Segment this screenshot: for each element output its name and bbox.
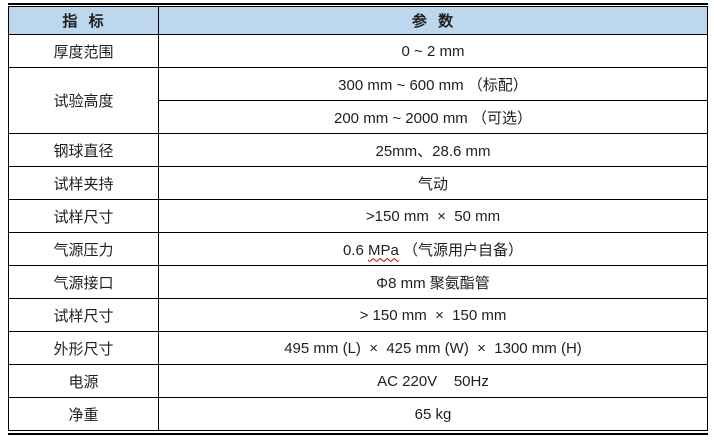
spec-table: 指 标 参 数 厚度范围 0 ~ 2 mm 试验高度 300 mm ~ 600 … (8, 6, 708, 431)
row-steel-ball-diameter: 钢球直径 25mm、28.6 mm (8, 133, 708, 167)
row-specimen-clamping: 试样夹持 气动 (8, 166, 708, 200)
row-value: 0 ~ 2 mm (158, 34, 708, 68)
pressure-note: （气源用户自备） (398, 241, 524, 259)
row-value: >150 mm × 50 mm (158, 199, 708, 233)
row-air-supply-connector: 气源接口 Φ8 mm 聚氨酯管 (8, 265, 708, 299)
row-label: 净重 (8, 397, 159, 431)
row-power-supply: 电源 AC 220V 50Hz (8, 364, 708, 398)
row-test-height: 试验高度 300 mm ~ 600 mm （标配） (8, 67, 708, 134)
pressure-unit-spellcheck: MPa (368, 241, 399, 259)
row-overall-dimensions: 外形尺寸 495 mm (L) × 425 mm (W) × 1300 mm (… (8, 331, 708, 365)
row-label: 气源压力 (8, 232, 159, 266)
row-value: 495 mm (L) × 425 mm (W) × 1300 mm (H) (158, 331, 708, 365)
row-label: 试验高度 (8, 67, 159, 134)
row-label: 试样夹持 (8, 166, 159, 200)
header-parameter: 参 数 (158, 6, 708, 35)
row-value-optional: 200 mm ~ 2000 mm （可选） (158, 100, 708, 134)
row-specimen-size: 试样尺寸 >150 mm × 50 mm (8, 199, 708, 233)
header-indicator: 指 标 (8, 6, 159, 35)
row-value: Φ8 mm 聚氨酯管 (158, 265, 708, 299)
row-value: 25mm、28.6 mm (158, 133, 708, 167)
row-value-standard: 300 mm ~ 600 mm （标配） (158, 67, 708, 101)
row-label: 电源 (8, 364, 159, 398)
row-net-weight: 净重 65 kg (8, 397, 708, 431)
spec-table-frame: 指 标 参 数 厚度范围 0 ~ 2 mm 试验高度 300 mm ~ 600 … (8, 3, 708, 435)
row-value: > 150 mm × 150 mm (158, 298, 708, 332)
row-label: 试样尺寸 (8, 298, 159, 332)
row-label: 试样尺寸 (8, 199, 159, 233)
row-test-height-optional: 200 mm ~ 2000 mm （可选） (9, 100, 708, 134)
row-value: 气动 (158, 166, 708, 200)
header-row: 指 标 参 数 (8, 6, 708, 35)
row-label: 气源接口 (8, 265, 159, 299)
row-label: 厚度范围 (8, 34, 159, 68)
row-label: 钢球直径 (8, 133, 159, 167)
row-label: 外形尺寸 (8, 331, 159, 365)
row-specimen-size-2: 试样尺寸 > 150 mm × 150 mm (8, 298, 708, 332)
row-value: 0.6 MPa （气源用户自备） (158, 232, 708, 266)
row-value: 65 kg (158, 397, 708, 431)
row-value: AC 220V 50Hz (158, 364, 708, 398)
row-thickness-range: 厚度范围 0 ~ 2 mm (8, 34, 708, 68)
pressure-value: 0.6 (342, 241, 368, 259)
row-air-supply-pressure: 气源压力 0.6 MPa （气源用户自备） (8, 232, 708, 266)
